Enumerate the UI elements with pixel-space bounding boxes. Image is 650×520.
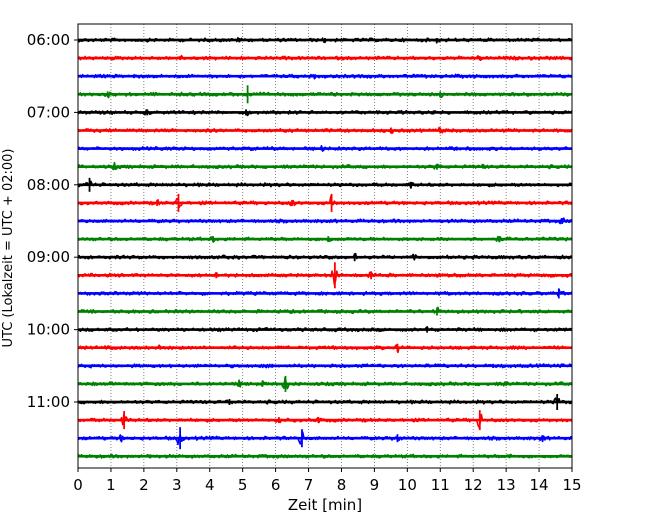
trace-baseline xyxy=(78,111,572,114)
trace-baseline xyxy=(78,237,572,241)
y-tick-label: 06:00 xyxy=(27,31,70,49)
trace-baseline xyxy=(78,201,572,205)
x-tick-label: 8 xyxy=(337,476,347,494)
trace-baseline xyxy=(78,93,572,96)
trace-baseline xyxy=(78,129,572,132)
y-tick-label: 08:00 xyxy=(27,176,70,194)
x-tick-label: 2 xyxy=(139,476,149,494)
x-tick-label: 14 xyxy=(530,476,549,494)
x-tick-label: 10 xyxy=(398,476,417,494)
x-tick-label: 11 xyxy=(431,476,450,494)
trace-baseline xyxy=(78,183,572,187)
trace-baseline xyxy=(78,165,572,168)
trace-baseline xyxy=(78,74,572,78)
trace-baseline xyxy=(78,292,572,295)
x-tick-label: 7 xyxy=(304,476,314,494)
x-tick-label: 9 xyxy=(370,476,380,494)
trace-baseline xyxy=(78,346,572,349)
trace-baseline xyxy=(78,436,572,440)
x-axis-label: Zeit [min] xyxy=(288,496,362,514)
vertical-grid xyxy=(110,24,540,468)
y-tick-label: 10:00 xyxy=(27,321,70,339)
seismogram-traces xyxy=(77,36,573,459)
x-tick-label: 1 xyxy=(106,476,116,494)
x-tick-label: 5 xyxy=(238,476,248,494)
trace-baseline xyxy=(78,418,572,422)
trace-baseline xyxy=(78,364,572,368)
plot-frame xyxy=(77,23,573,469)
x-axis: 0 1 2 3 4 5 6 7 8 9 10 11 12 13 14 15 xyxy=(73,468,582,494)
trace-baseline xyxy=(78,382,572,386)
trace-baseline xyxy=(78,219,572,223)
trace-baseline xyxy=(78,274,572,277)
trace-baseline xyxy=(78,455,572,458)
y-tick-label: 11:00 xyxy=(27,393,70,411)
y-axis-label: UTC (Lokalzeit = UTC + 02:00) xyxy=(1,149,16,348)
trace-baseline xyxy=(78,328,572,331)
trace-baseline xyxy=(78,310,572,313)
x-tick-label: 6 xyxy=(271,476,281,494)
x-tick-label: 12 xyxy=(464,476,483,494)
y-tick-label: 09:00 xyxy=(27,248,70,266)
x-tick-label: 0 xyxy=(73,476,83,494)
x-tick-label: 13 xyxy=(497,476,516,494)
trace-baseline xyxy=(78,56,572,60)
y-tick-label: 07:00 xyxy=(27,103,70,121)
y-axis: 06:00 07:00 08:00 09:00 10:00 11:00 xyxy=(27,31,78,411)
x-tick-label: 3 xyxy=(172,476,182,494)
trace-baseline xyxy=(78,400,572,404)
x-tick-label: 15 xyxy=(562,476,581,494)
x-tick-label: 4 xyxy=(205,476,215,494)
trace-baseline xyxy=(78,147,572,150)
trace-baseline xyxy=(78,255,572,259)
plot-area-background xyxy=(78,24,572,468)
